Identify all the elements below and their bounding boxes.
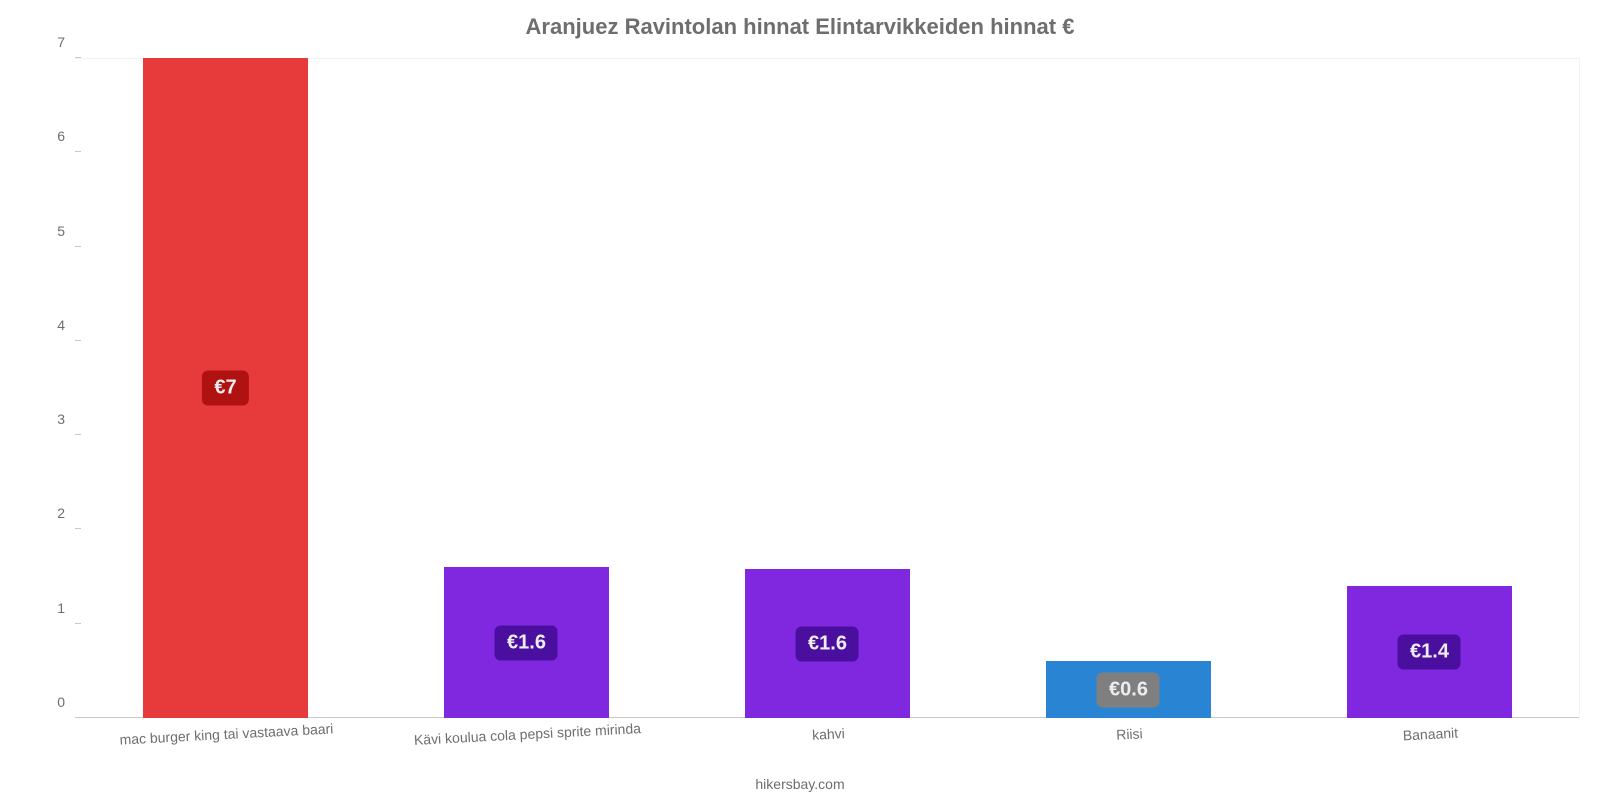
y-tick-label: 0 — [57, 694, 75, 710]
chart-bar: €1.6 — [444, 567, 610, 718]
bar-value-label: €1.6 — [495, 625, 558, 660]
bar-value-label: €1.6 — [796, 626, 859, 661]
x-tick-label: kahvi — [811, 725, 844, 743]
bar-value-label: €7 — [202, 371, 248, 406]
bar-value-label: €1.4 — [1398, 635, 1461, 670]
x-tick-label: Kävi koulua cola pepsi sprite mirinda — [413, 720, 641, 748]
chart-bar: €1.6 — [745, 569, 911, 718]
bar-value-label: €0.6 — [1097, 672, 1160, 707]
y-tick — [75, 57, 81, 58]
y-tick-label: 2 — [57, 505, 75, 521]
chart-bar: €7 — [143, 58, 309, 718]
y-tick-label: 1 — [57, 600, 75, 616]
y-tick — [75, 434, 81, 435]
x-tick-label: mac burger king tai vastaava baari — [119, 720, 334, 747]
y-tick — [75, 151, 81, 152]
y-tick-label: 7 — [57, 34, 75, 50]
chart-plot-area: 01234567€7€1.6€1.6€0.6€1.4 — [75, 58, 1580, 718]
chart-title: Aranjuez Ravintolan hinnat Elintarvikkei… — [0, 14, 1600, 40]
y-tick — [75, 528, 81, 529]
x-tick-label: Riisi — [1115, 725, 1142, 742]
y-tick-label: 5 — [57, 223, 75, 239]
chart-credit: hikersbay.com — [0, 776, 1600, 792]
y-tick-label: 6 — [57, 128, 75, 144]
chart-bar: €0.6 — [1046, 661, 1212, 718]
chart-bar: €1.4 — [1347, 586, 1513, 718]
y-tick-label: 4 — [57, 317, 75, 333]
x-axis-labels: mac burger king tai vastaava baari Kävi k… — [75, 718, 1580, 778]
y-tick — [75, 340, 81, 341]
y-tick — [75, 246, 81, 247]
x-tick-label: Banaanit — [1402, 725, 1458, 744]
y-tick-label: 3 — [57, 411, 75, 427]
y-tick — [75, 623, 81, 624]
